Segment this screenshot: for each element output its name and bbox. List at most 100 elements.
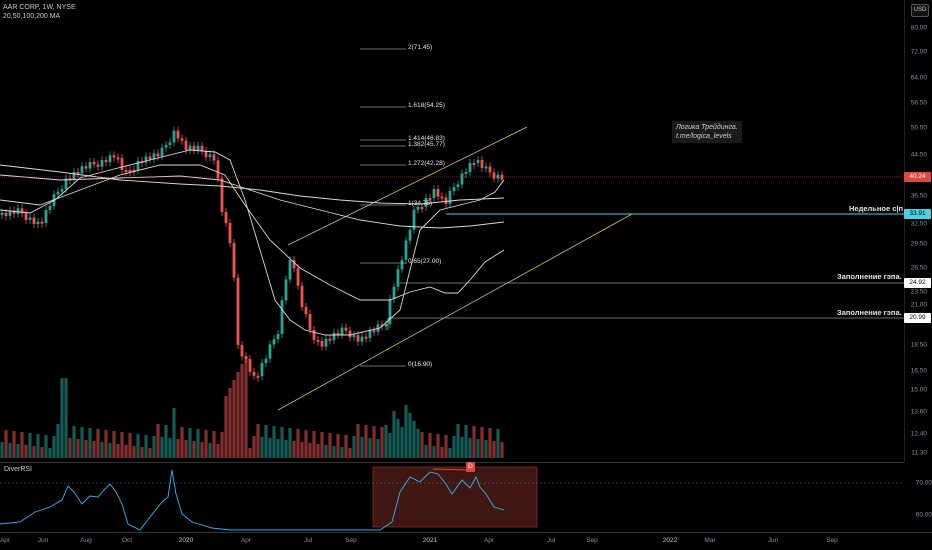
candle-body xyxy=(56,191,60,195)
candle-body xyxy=(484,166,488,169)
candle-body xyxy=(248,359,252,372)
volume-bar xyxy=(452,436,456,458)
volume-bar xyxy=(280,427,284,458)
volume-bar xyxy=(80,427,84,458)
volume-bar xyxy=(360,437,364,458)
candle-body xyxy=(396,269,400,287)
volume-bar xyxy=(140,447,144,458)
volume-bar xyxy=(476,439,480,458)
candle-body xyxy=(232,243,236,278)
price-tick: 16.50 xyxy=(910,367,927,375)
candle-body xyxy=(220,178,224,212)
candle-body xyxy=(316,340,320,342)
candle-body xyxy=(328,338,332,341)
annotation-gap-fill-2[interactable]: Заполнение гэпа. xyxy=(837,308,902,317)
volume-bar xyxy=(128,433,132,458)
candles-layer xyxy=(0,126,504,382)
candle-body xyxy=(144,156,148,163)
candle-body xyxy=(444,197,448,204)
volume-bar xyxy=(404,405,408,458)
time-axis[interactable] xyxy=(0,532,932,550)
candle-body xyxy=(292,260,296,269)
time-tick: Mar xyxy=(704,537,716,544)
candle-body xyxy=(136,161,140,170)
volume-bar xyxy=(156,424,160,458)
ma-200-line xyxy=(0,164,505,205)
candle-body xyxy=(480,160,484,168)
price-label: 40.24 xyxy=(904,172,931,182)
rsi-panel[interactable] xyxy=(0,462,904,533)
price-chart[interactable] xyxy=(0,0,904,462)
candle-body xyxy=(276,334,280,340)
candle-body xyxy=(256,375,260,378)
candle-body xyxy=(332,332,336,340)
price-tick: 13.60 xyxy=(910,408,927,416)
candle-body xyxy=(24,213,28,220)
candle-body xyxy=(412,209,416,230)
indicators-title[interactable]: 20,50,100,200 MA xyxy=(3,13,61,20)
price-tick: 44.50 xyxy=(910,151,927,159)
volume-bar xyxy=(152,436,156,458)
price-tick: 72.00 xyxy=(910,48,927,56)
volume-bar xyxy=(124,445,128,458)
price-label: 33.91 xyxy=(904,209,931,219)
candle-body xyxy=(380,324,384,327)
volume-bar xyxy=(348,448,352,458)
annotation-weekly-level[interactable]: Недельное с|п xyxy=(849,204,904,213)
time-tick: Jun xyxy=(767,537,779,544)
candle-body xyxy=(392,286,396,299)
annotation-gap-fill-1[interactable]: Заполнение гэпа. xyxy=(837,272,902,281)
volume-bar xyxy=(28,433,32,458)
volume-bar xyxy=(496,429,500,458)
volume-bar xyxy=(76,439,80,458)
volume-bar xyxy=(36,434,40,458)
volume-bar xyxy=(192,441,196,458)
candle-body xyxy=(360,336,364,342)
volume-bar xyxy=(248,448,252,458)
candle-body xyxy=(496,174,500,179)
volume-bar xyxy=(312,431,316,458)
volume-bar xyxy=(256,424,260,458)
note-callout[interactable]: Логика Трейдинга. t.me/logica_levels xyxy=(672,121,742,143)
volume-bar xyxy=(368,438,372,458)
rsi-title[interactable]: DiverRSI xyxy=(4,466,33,473)
volume-bar xyxy=(384,425,388,458)
candle-body xyxy=(264,358,268,363)
candle-body xyxy=(36,221,40,225)
volume-bar xyxy=(272,426,276,458)
volume-bar xyxy=(92,441,96,458)
volume-bar xyxy=(396,419,400,458)
symbol-title[interactable]: AAR CORP, 1W, NYSE xyxy=(3,4,76,11)
price-tick: 11.30 xyxy=(911,449,927,457)
candle-body xyxy=(312,330,316,340)
candle-body xyxy=(320,341,324,347)
rsi-tick: 60.00 xyxy=(915,511,932,519)
candle-body xyxy=(116,157,120,160)
price-axis[interactable] xyxy=(904,0,932,462)
candle-body xyxy=(0,212,4,215)
candle-body xyxy=(492,172,496,179)
volume-layer xyxy=(0,356,504,458)
volume-bar xyxy=(500,442,504,458)
candle-body xyxy=(404,240,408,260)
fib-label: 0.65(27.00) xyxy=(408,258,442,265)
volume-bar xyxy=(208,443,212,458)
divergence-badge[interactable]: D xyxy=(466,462,475,472)
candle-body xyxy=(196,145,200,151)
currency-button[interactable]: USD xyxy=(911,4,929,17)
candle-body xyxy=(32,217,36,225)
candle-body xyxy=(348,330,352,338)
volume-bar xyxy=(148,448,152,458)
candle-body xyxy=(164,145,168,148)
fib-label: 1.382(45.77) xyxy=(408,141,445,148)
candle-body xyxy=(468,163,472,172)
volume-bar xyxy=(228,388,232,458)
candle-body xyxy=(252,371,256,376)
volume-bar xyxy=(8,443,12,458)
candle-body xyxy=(104,160,108,163)
candle-body xyxy=(8,210,12,217)
fib-label: 2(71.45) xyxy=(408,44,433,51)
time-tick: Jul xyxy=(546,537,556,544)
ma-50-line xyxy=(0,164,505,301)
